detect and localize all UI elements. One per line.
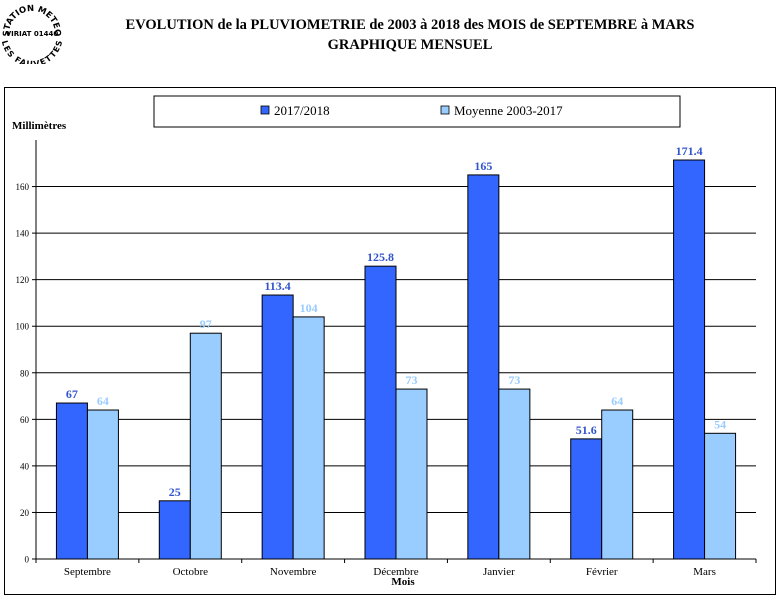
chart-frame <box>4 87 776 595</box>
y-axis-label: Millimètres <box>12 120 67 132</box>
data-label-moyenne: 64 <box>611 394 623 408</box>
bar-moyenne <box>704 432 737 560</box>
data-label-2017-2018: 67 <box>66 387 78 401</box>
data-label-2017-2018: 113.4 <box>264 279 290 293</box>
y-tick-label: 80 <box>20 368 30 378</box>
bar-2017-2018 <box>673 159 706 560</box>
legend-label-moyenne: Moyenne 2003-2017 <box>454 103 563 118</box>
bar-2017-2018 <box>55 402 88 560</box>
data-label-moyenne: 73 <box>406 373 418 387</box>
legend-swatch-moyenne <box>440 105 450 115</box>
data-label-2017-2018: 51.6 <box>576 423 597 437</box>
y-tick-label: 140 <box>16 229 30 239</box>
data-label-2017-2018: 171.4 <box>676 144 703 158</box>
data-label-moyenne: 54 <box>714 417 726 431</box>
data-label-moyenne: 104 <box>300 301 318 315</box>
bar-moyenne <box>86 409 119 560</box>
bar-2017-2018 <box>261 294 294 560</box>
bar-moyenne <box>395 388 428 560</box>
y-tick-label: 20 <box>20 508 30 518</box>
bar-2017-2018 <box>364 265 397 560</box>
legend-label-2017-2018: 2017/2018 <box>274 103 330 118</box>
chart-title: EVOLUTION de la PLUVIOMETRIE de 2003 à 2… <box>60 15 760 55</box>
legend-swatch-2017-2018 <box>260 105 270 115</box>
x-tick-label: Septembre <box>64 566 111 578</box>
bar-moyenne <box>189 332 222 560</box>
legend-box <box>153 95 681 128</box>
bar-2017-2018 <box>158 500 191 560</box>
x-tick-label: Octobre <box>173 566 209 578</box>
bar-moyenne <box>498 388 531 560</box>
x-axis-label: Mois <box>391 576 415 588</box>
data-label-2017-2018: 125.8 <box>367 250 394 264</box>
data-label-moyenne: 64 <box>97 394 109 408</box>
data-label-moyenne: 97 <box>200 317 212 331</box>
bar-moyenne <box>601 409 634 560</box>
y-tick-label: 60 <box>20 415 30 425</box>
x-tick-label: Janvier <box>483 566 515 578</box>
y-tick-label: 160 <box>16 182 30 192</box>
data-label-2017-2018: 25 <box>169 485 181 499</box>
bar-2017-2018 <box>467 174 500 560</box>
x-tick-label: Mars <box>693 566 716 578</box>
y-tick-label: 120 <box>16 275 30 285</box>
x-tick-label: Décembre <box>373 566 418 578</box>
x-tick-label: Février <box>586 566 618 578</box>
x-tick-label: Novembre <box>270 566 317 578</box>
data-label-moyenne: 73 <box>508 373 520 387</box>
chart-title-line-1: EVOLUTION de la PLUVIOMETRIE de 2003 à 2… <box>125 17 695 33</box>
bar-moyenne <box>292 316 325 560</box>
chart-title-line-2: GRAPHIQUE MENSUEL <box>327 37 493 53</box>
data-label-2017-2018: 165 <box>474 159 492 173</box>
y-tick-label: 40 <box>20 461 30 471</box>
station-stamp-logo: STATION METEO VIRIAT 01440 LES FAUVETTES <box>2 4 62 64</box>
y-tick-label: 100 <box>16 322 30 332</box>
y-tick-label: 0 <box>25 555 30 565</box>
bar-2017-2018 <box>570 438 603 560</box>
stamp-line-2: VIRIAT 01440 <box>6 30 59 38</box>
